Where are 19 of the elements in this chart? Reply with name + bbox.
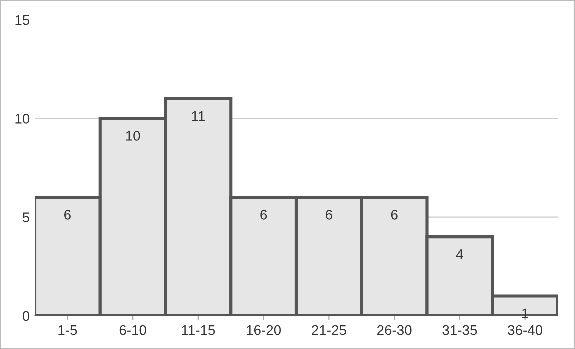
y-tick-label: 5: [22, 212, 30, 223]
x-tick-label: 31-35: [442, 325, 478, 336]
x-tick-label: 21-25: [312, 325, 346, 336]
data-label: 6: [391, 210, 398, 220]
data-label: 6: [64, 210, 71, 220]
x-tick-label: 6-10: [120, 325, 146, 336]
y-tick-label: 10: [16, 114, 30, 124]
x-tick-label: 36-40: [508, 325, 543, 336]
x-tick-label: 11-15: [182, 326, 216, 336]
data-label: 10: [126, 131, 140, 141]
data-label: 11: [192, 111, 205, 122]
x-tick-label: 26-30: [378, 325, 412, 336]
y-tick-label: 0: [22, 311, 30, 322]
data-label: 6: [260, 210, 268, 220]
x-tick-label: 16-20: [247, 325, 282, 336]
x-tick-label: 1-5: [58, 326, 78, 336]
data-label: 6: [326, 210, 332, 220]
data-label: 4: [456, 250, 464, 260]
y-tick-label: 15: [16, 15, 30, 26]
